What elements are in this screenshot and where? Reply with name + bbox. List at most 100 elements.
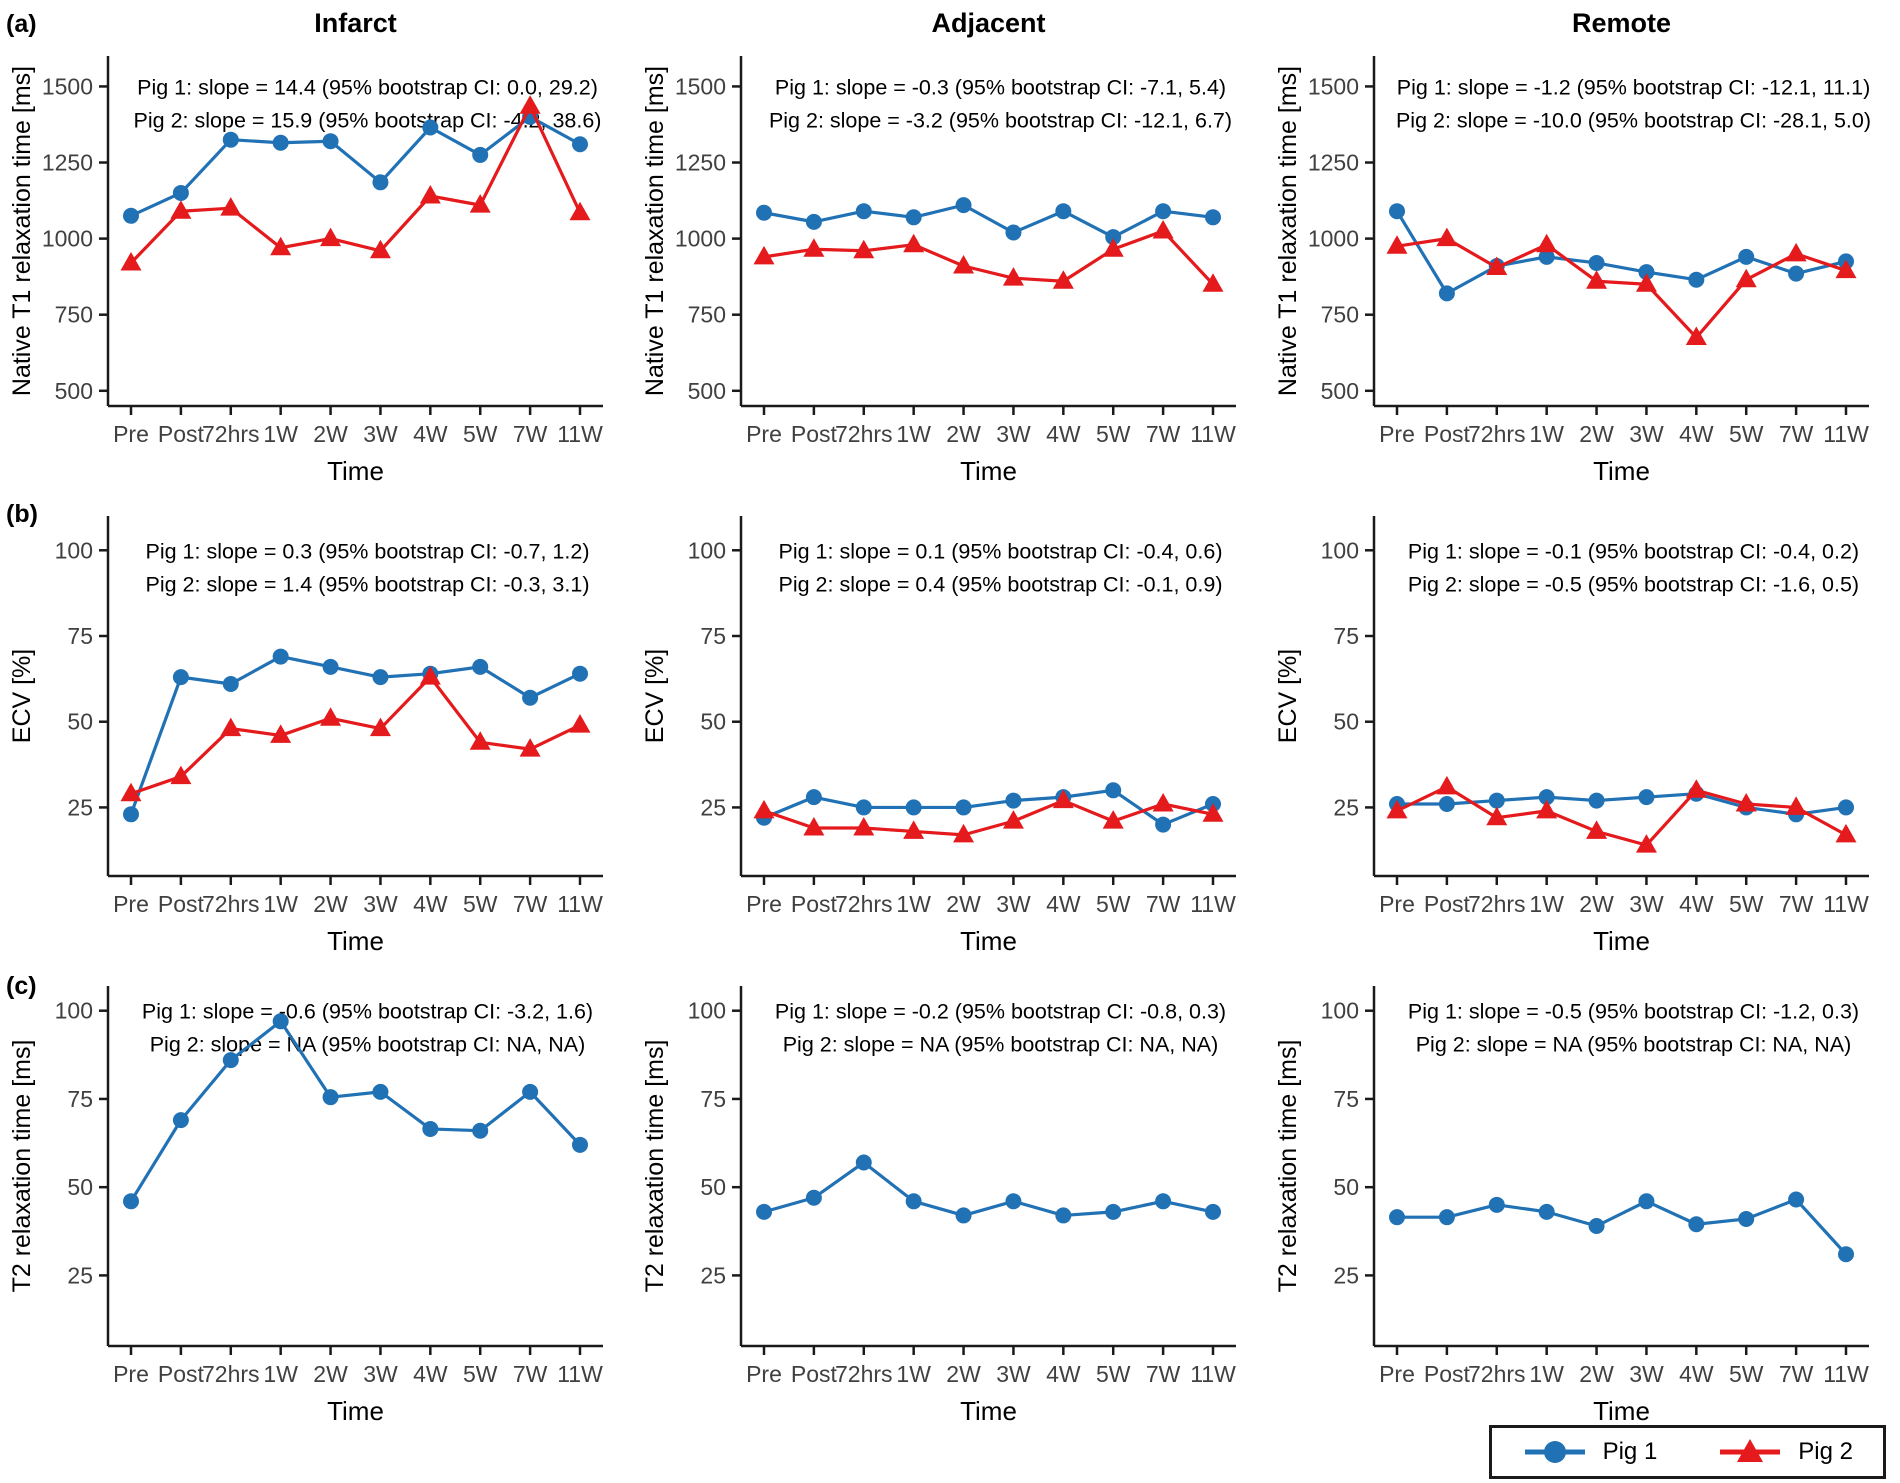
slope-annotation-line2: Pig 2: slope = NA (95% bootstrap CI: NA,…	[150, 1033, 586, 1057]
panel-label-b: (b)	[6, 500, 38, 528]
marker-circle-pig-1	[572, 1136, 588, 1153]
marker-circle-pig-1	[123, 806, 139, 823]
pig1-circle-marker-icon	[1524, 1441, 1585, 1463]
x-tick-label: 3W	[1629, 421, 1664, 447]
y-tick-label: 75	[1333, 1086, 1359, 1112]
marker-circle-pig-1	[1205, 1203, 1221, 1220]
y-tick-label: 750	[688, 302, 726, 328]
x-tick-label: 3W	[996, 1361, 1031, 1387]
y-tick-label: 50	[700, 709, 726, 735]
slope-annotation-line1: Pig 1: slope = -0.3 (95% bootstrap CI: -…	[775, 75, 1226, 99]
marker-circle-pig-1	[1788, 1191, 1805, 1208]
marker-triangle-pig-2	[1436, 227, 1458, 247]
marker-circle-pig-1	[1155, 816, 1172, 833]
marker-triangle-pig-2	[569, 201, 591, 221]
y-tick-label: 100	[1321, 998, 1359, 1024]
x-tick-label: 11W	[557, 421, 603, 447]
marker-circle-pig-1	[422, 119, 439, 136]
x-tick-label: Pre	[1379, 421, 1415, 447]
marker-circle-pig-1	[905, 1193, 922, 1210]
series-line-pig-1	[1395, 210, 1847, 295]
x-axis-label: Time	[960, 456, 1017, 486]
legend-key-triangle	[1737, 1439, 1764, 1462]
x-tick-label: 3W	[363, 891, 398, 917]
x-tick-label: 4W	[1679, 891, 1714, 917]
x-tick-label: 5W	[1729, 421, 1764, 447]
x-tick-label: 4W	[1046, 891, 1081, 917]
marker-circle-pig-1	[1638, 789, 1655, 806]
x-tick-label: 1W	[1529, 891, 1564, 917]
marker-triangle-pig-2	[1586, 270, 1608, 289]
slope-annotation-line2: Pig 2: slope = NA (95% bootstrap CI: NA,…	[1416, 1033, 1852, 1057]
x-axis-label: Time	[327, 1396, 384, 1426]
marker-triangle-pig-2	[1835, 259, 1857, 279]
marker-triangle-pig-2	[1785, 242, 1807, 262]
marker-circle-pig-1	[1005, 792, 1022, 809]
y-tick-label: 750	[55, 302, 93, 328]
marker-triangle-pig-2	[1386, 799, 1408, 819]
x-tick-label: 7W	[513, 421, 548, 447]
marker-circle-pig-1	[1588, 792, 1605, 809]
marker-circle-pig-1	[322, 1089, 339, 1106]
x-tick-label: Post	[158, 1361, 205, 1387]
marker-triangle-pig-2	[953, 823, 975, 843]
marker-triangle-pig-2	[220, 717, 242, 737]
x-tick-label: 2W	[946, 891, 981, 917]
x-tick-label: Post	[158, 421, 205, 447]
marker-circle-pig-1	[372, 669, 389, 686]
marker-triangle-pig-2	[1386, 235, 1408, 254]
x-tick-label: 7W	[1146, 421, 1181, 447]
marker-triangle-pig-2	[419, 185, 441, 204]
slope-annotation-line1: Pig 1: slope = 0.3 (95% bootstrap CI: -0…	[146, 539, 590, 563]
slope-annotation-line1: Pig 1: slope = -0.1 (95% bootstrap CI: -…	[1408, 539, 1859, 563]
marker-triangle-pig-2	[1685, 779, 1707, 798]
marker-circle-pig-1	[805, 213, 822, 230]
y-tick-label: 50	[67, 709, 93, 735]
marker-circle-pig-1	[123, 207, 139, 224]
slope-annotation-line2: Pig 2: slope = NA (95% bootstrap CI: NA,…	[783, 1033, 1219, 1057]
y-axis-label: ECV [%]	[8, 649, 36, 743]
marker-circle-pig-1	[472, 1122, 489, 1139]
marker-triangle-pig-2	[519, 738, 541, 757]
marker-circle-pig-1	[172, 669, 189, 686]
x-tick-label: 2W	[1579, 891, 1614, 917]
marker-triangle-pig-2	[803, 238, 825, 257]
x-tick-label: 4W	[413, 1361, 448, 1387]
marker-circle-pig-1	[172, 184, 189, 201]
series-line-pig-2	[763, 798, 1214, 837]
y-tick-label: 25	[1333, 1262, 1359, 1288]
marker-circle-pig-1	[1488, 1196, 1505, 1213]
marker-circle-pig-1	[522, 689, 539, 706]
legend-key-circle	[1543, 1441, 1566, 1463]
slope-annotation-line2: Pig 2: slope = 1.4 (95% bootstrap CI: -0…	[146, 572, 590, 596]
marker-triangle-pig-2	[1102, 238, 1124, 257]
x-tick-label: 3W	[363, 1361, 398, 1387]
x-tick-label: 72hrs	[1468, 891, 1526, 917]
marker-circle-pig-1	[756, 1203, 772, 1220]
marker-circle-pig-1	[572, 665, 588, 682]
x-tick-label: 2W	[946, 1361, 981, 1387]
x-tick-label: 4W	[1679, 1361, 1714, 1387]
x-tick-label: 11W	[1190, 421, 1236, 447]
y-axis-label: ECV [%]	[641, 649, 669, 743]
x-tick-label: Post	[1424, 421, 1471, 447]
x-axis-label: Time	[1593, 1396, 1650, 1426]
legend-label-pig1: Pig 1	[1602, 1438, 1658, 1465]
y-axis-label: Native T1 relaxation time [ms]	[1274, 66, 1302, 396]
y-tick-label: 100	[55, 998, 93, 1024]
marker-circle-pig-1	[472, 658, 489, 675]
marker-triangle-pig-2	[1202, 803, 1224, 822]
marker-circle-pig-1	[905, 209, 922, 226]
x-tick-label: Pre	[1379, 891, 1415, 917]
marker-circle-pig-1	[1738, 248, 1755, 265]
x-axis-label: Time	[1593, 456, 1650, 486]
x-tick-label: 11W	[1823, 1361, 1869, 1387]
panel-label-a: (a)	[6, 10, 37, 38]
x-tick-label: Post	[791, 421, 838, 447]
marker-circle-pig-1	[172, 1112, 189, 1129]
series-line-pig-2	[129, 104, 582, 265]
x-tick-label: 4W	[413, 891, 448, 917]
